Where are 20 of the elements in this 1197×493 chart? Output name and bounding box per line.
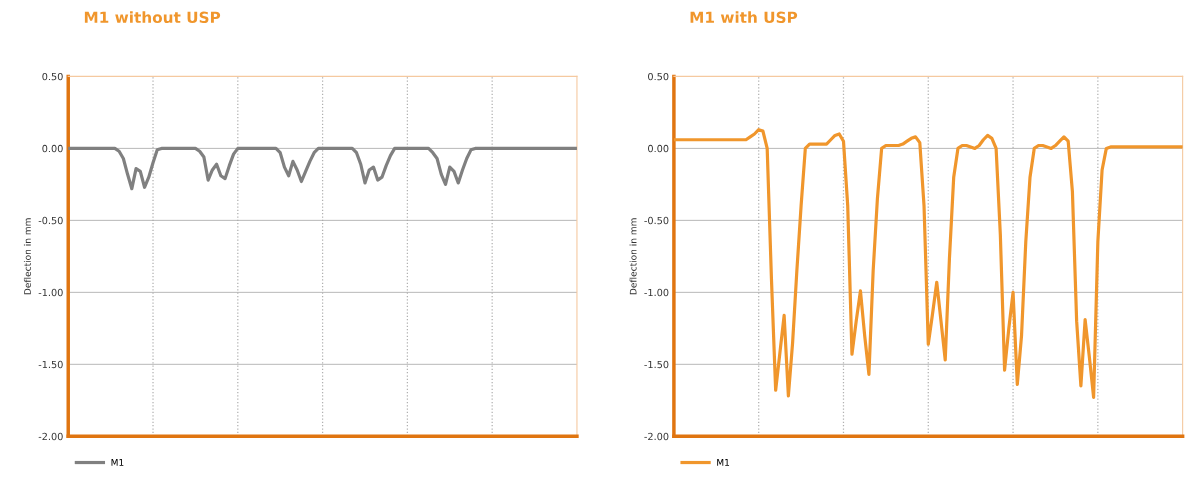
line-series bbox=[68, 146, 577, 191]
y-axis-title: Deflection in mm bbox=[629, 218, 637, 295]
y-tick-label: -1.00 bbox=[644, 288, 669, 297]
y-tick-label: 0.50 bbox=[648, 72, 669, 81]
line-series bbox=[673, 128, 1183, 400]
y-tick-label: -1.50 bbox=[644, 360, 669, 369]
chart-title: M1 with USP bbox=[690, 11, 798, 24]
y-tick-label: -0.50 bbox=[38, 216, 63, 225]
legend-label: M1 bbox=[717, 459, 730, 466]
chart-title: M1 without USP bbox=[84, 11, 221, 24]
y-tick-label: 0.00 bbox=[648, 144, 669, 153]
y-tick-label: 0.50 bbox=[42, 72, 63, 81]
y-tick-label: -1.00 bbox=[38, 288, 63, 297]
y-tick-label: -1.50 bbox=[38, 360, 63, 369]
legend-label: M1 bbox=[111, 459, 124, 466]
y-tick-label: -0.50 bbox=[644, 216, 669, 225]
y-axis-title: Deflection in mm bbox=[23, 218, 31, 295]
y-tick-label: -2.00 bbox=[38, 432, 63, 441]
y-tick-label: -2.00 bbox=[644, 432, 669, 441]
y-tick-label: 0.00 bbox=[42, 144, 63, 153]
